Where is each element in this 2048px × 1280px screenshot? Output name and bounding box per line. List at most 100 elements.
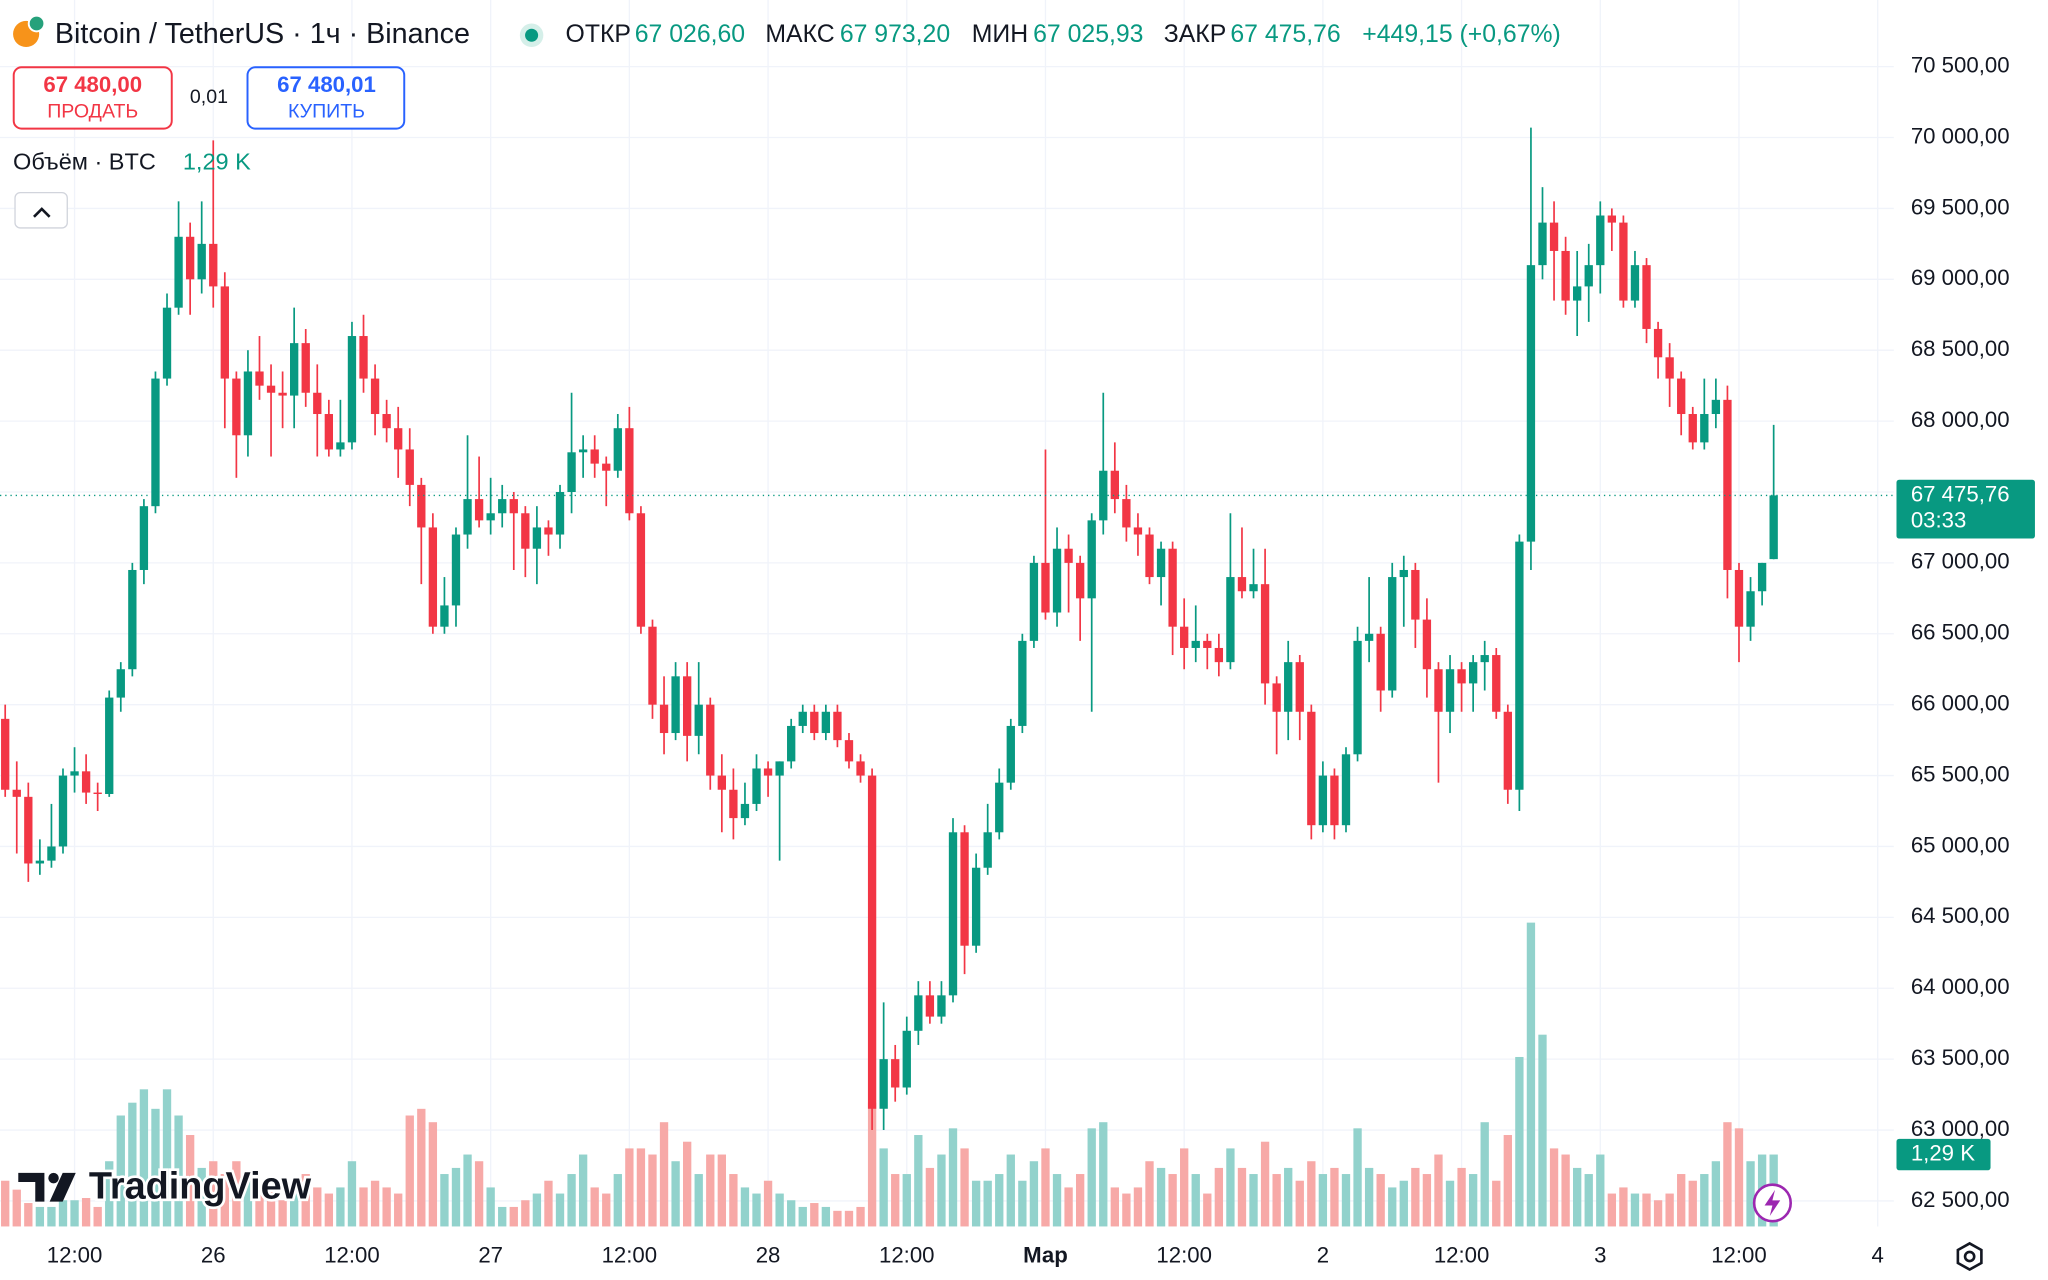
y-tick-label: 64 500,00 [1911, 903, 2010, 928]
volume-bar [162, 1089, 172, 1227]
candle-body [35, 860, 45, 864]
candle-body [1122, 499, 1131, 528]
x-tick-label: 4 [1872, 1242, 1884, 1267]
candle-body [544, 527, 553, 535]
volume-bar [567, 1174, 576, 1227]
volume-bar [648, 1154, 657, 1227]
ohlc-label: ОТКР [566, 21, 631, 48]
volume-bar [590, 1187, 599, 1227]
settings-hole[interactable] [1963, 1250, 1976, 1263]
settings-button[interactable] [1956, 1241, 1983, 1272]
volume-bar [1561, 1154, 1570, 1227]
candle-body [995, 782, 1004, 833]
candle-body [70, 771, 79, 776]
volume-bar [1018, 1180, 1027, 1227]
buy-label[interactable]: КУПИТЬ [288, 100, 365, 122]
volume-bar [1156, 1167, 1166, 1227]
candle-body [1711, 399, 1721, 415]
volume-bar [775, 1193, 784, 1227]
candle-body [278, 392, 287, 396]
volume-bar [1330, 1167, 1339, 1227]
sell-button[interactable]: 67 480,00 ПРОДАТЬ [12, 66, 173, 130]
ohlc-label: МИН [972, 21, 1028, 48]
x-tick-label: 12:00 [879, 1242, 935, 1267]
brand-dot[interactable] [48, 1172, 59, 1184]
candle-body [636, 513, 646, 627]
volume-bar [417, 1108, 426, 1227]
volume-bar [1642, 1193, 1651, 1227]
volume-bar [1480, 1122, 1489, 1227]
candle-body [382, 414, 391, 429]
volume-bar [1353, 1128, 1362, 1227]
volume-bar [856, 1206, 865, 1227]
candle-body [105, 697, 114, 795]
volume-bar [278, 1200, 287, 1227]
candle-body [613, 428, 622, 471]
volume-bar [810, 1203, 819, 1227]
volume-bar [313, 1187, 322, 1227]
sell-price[interactable]: 67 480,00 [43, 72, 142, 97]
alert-bolt[interactable] [1764, 1189, 1781, 1216]
volume-bar [243, 1180, 253, 1227]
time-axis-bg [0, 1227, 2048, 1280]
grid [0, 0, 1894, 1227]
candle-body [891, 1059, 900, 1088]
candle-body [625, 428, 634, 514]
candle-body [1573, 286, 1582, 301]
volume-bar [1596, 1154, 1605, 1227]
brand-logo[interactable]: TradingView [18, 1163, 314, 1210]
volume-bar [463, 1154, 472, 1227]
volume-bar [682, 1141, 692, 1227]
alert-button[interactable] [1752, 1183, 1792, 1223]
volume-bar [1064, 1187, 1073, 1227]
volume-bar [1434, 1154, 1443, 1227]
volume-bar [1457, 1167, 1466, 1227]
candle-body [983, 832, 992, 868]
candle-body [879, 1059, 888, 1109]
volume-bar [1515, 1056, 1524, 1227]
collapse-button[interactable] [14, 192, 68, 229]
sell-box[interactable] [12, 66, 173, 130]
candle-body [1075, 562, 1085, 599]
volume-bar [1364, 1167, 1374, 1227]
y-tick-label: 63 500,00 [1911, 1045, 2010, 1070]
x-tick-label: 12:00 [47, 1242, 103, 1267]
settings-hex[interactable] [1956, 1241, 1983, 1272]
volume-bar [891, 1174, 900, 1227]
candle-body [128, 569, 137, 670]
volume-bar [521, 1200, 530, 1227]
buy-box[interactable] [246, 66, 406, 130]
volume-bar [70, 1200, 79, 1227]
candle-body [463, 499, 472, 535]
y-tick-label: 64 000,00 [1911, 974, 2010, 999]
candle-body [1295, 662, 1304, 712]
volume-bar [532, 1193, 542, 1227]
candle-body [1260, 584, 1270, 684]
volume-bar [1411, 1167, 1420, 1227]
candle-body [1757, 562, 1767, 592]
buy-button[interactable]: 67 480,01 КУПИТЬ [246, 66, 406, 130]
volume-bar [1087, 1128, 1096, 1227]
volume-bar [1688, 1180, 1697, 1227]
chevron-up[interactable] [33, 207, 51, 218]
buy-price[interactable]: 67 480,01 [277, 72, 376, 97]
y-tick-label: 65 500,00 [1911, 761, 2010, 786]
volume-bar [359, 1187, 368, 1227]
candle-body [555, 491, 565, 535]
volume-title: Объём · BTC [13, 148, 156, 174]
volume-bar [1133, 1187, 1143, 1227]
brand-mark[interactable] [18, 1172, 76, 1202]
volume-bar [1607, 1193, 1617, 1227]
volume-bar [544, 1180, 553, 1227]
brand-name[interactable]: TradingView [86, 1163, 314, 1210]
candle-body [1422, 619, 1432, 670]
candle-body [1561, 250, 1570, 301]
candle-body [1006, 725, 1015, 783]
sell-label[interactable]: ПРОДАТЬ [47, 100, 138, 122]
volume-bar [324, 1193, 334, 1227]
volume-bar [509, 1206, 518, 1227]
candle-body [1203, 640, 1212, 648]
candle-body [1665, 357, 1674, 379]
candle-body [960, 832, 969, 946]
